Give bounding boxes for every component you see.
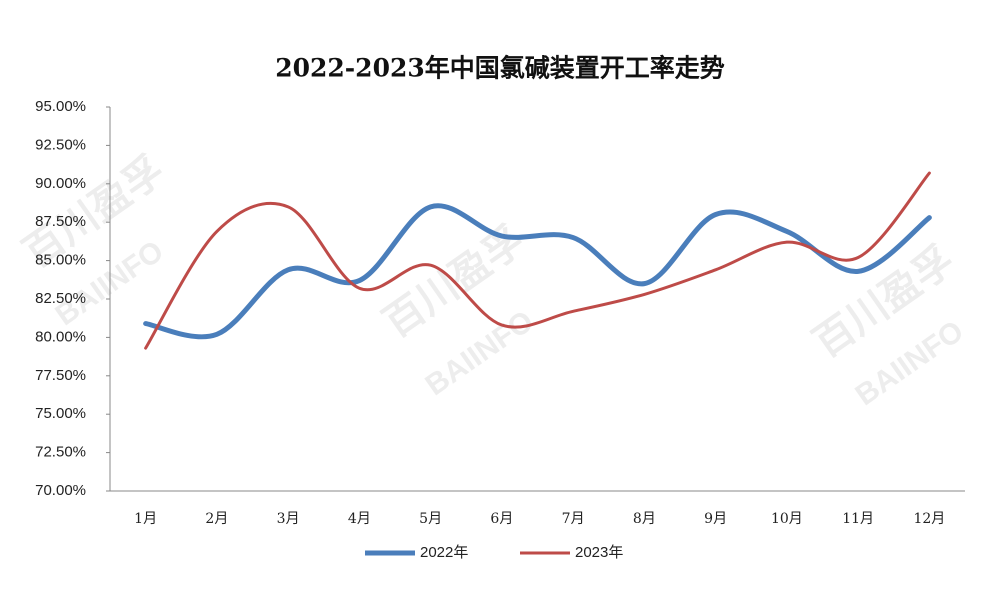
series-line [144, 171, 931, 350]
x-tick-label: 9月 [704, 511, 727, 527]
x-tick-label: 4月 [348, 511, 371, 527]
x-tick-label: 1月 [134, 511, 157, 527]
y-tick-label: 92.50% [35, 136, 86, 153]
y-tick-label: 77.50% [35, 367, 86, 384]
series-line [143, 203, 932, 340]
chart-title: 2022-2023年中国氯碱装置开工率走势 [275, 54, 725, 83]
y-tick-label: 95.00% [35, 98, 86, 115]
x-tick-label: 3月 [277, 511, 300, 527]
x-tick-label: 5月 [419, 511, 442, 527]
y-tick-label: 87.50% [35, 213, 86, 230]
legend-label: 2023年 [575, 544, 623, 561]
y-tick-label: 90.00% [35, 175, 86, 192]
x-tick-label: 11月 [842, 511, 874, 527]
x-tick-label: 10月 [771, 511, 803, 527]
x-tick-label: 8月 [633, 511, 656, 527]
x-tick-label: 2月 [205, 511, 228, 527]
x-tick-label: 6月 [490, 511, 513, 527]
y-tick-label: 82.50% [35, 290, 86, 307]
y-tick-label: 70.00% [35, 482, 86, 499]
y-tick-label: 85.00% [35, 252, 86, 269]
y-tick-label: 80.00% [35, 328, 86, 345]
y-tick-label: 75.00% [35, 405, 86, 422]
legend-label: 2022年 [420, 544, 468, 561]
x-tick-label: 12月 [913, 511, 945, 527]
x-tick-label: 7月 [562, 511, 585, 527]
y-tick-label: 72.50% [35, 444, 86, 461]
